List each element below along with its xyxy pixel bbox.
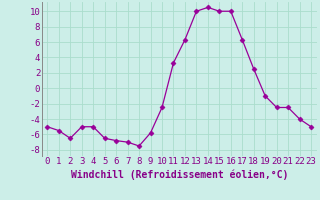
X-axis label: Windchill (Refroidissement éolien,°C): Windchill (Refroidissement éolien,°C) [70, 169, 288, 180]
